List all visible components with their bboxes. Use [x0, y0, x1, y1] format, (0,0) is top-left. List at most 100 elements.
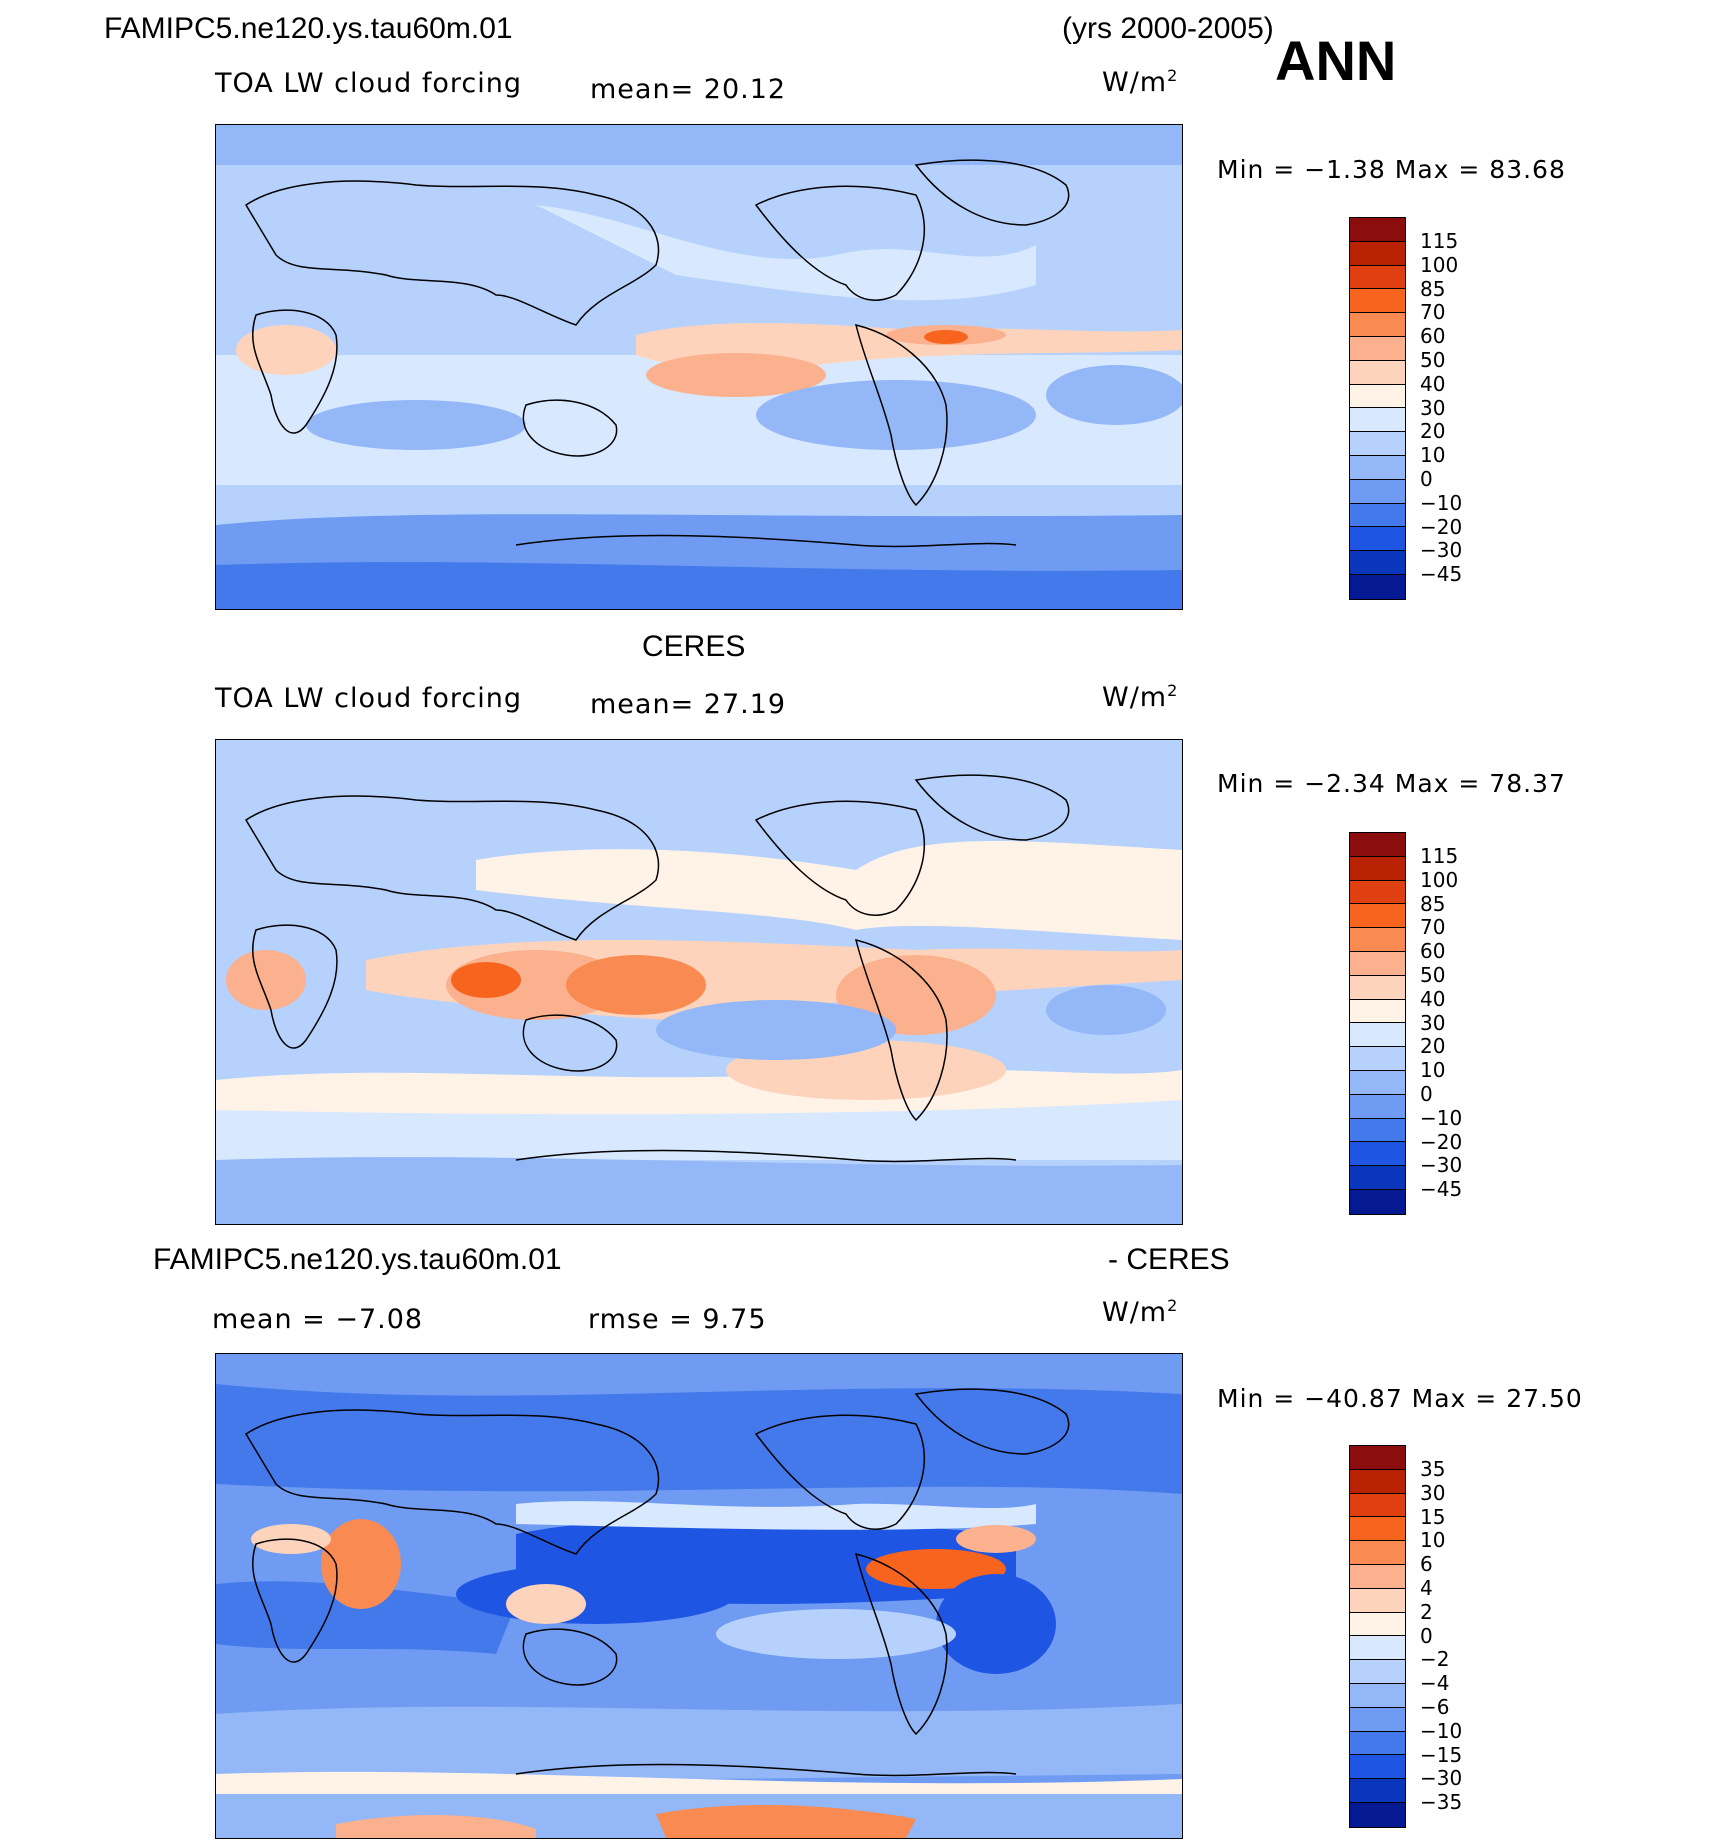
colorbar-segment — [1350, 1166, 1405, 1190]
colorbar-segment — [1350, 951, 1405, 976]
panel3-colorbar — [1349, 1445, 1406, 1828]
colorbar-tick-label: −45 — [1420, 562, 1463, 587]
season-label: ANN — [1275, 29, 1397, 92]
panel2-max-region — [451, 962, 521, 998]
panel3-title-left: FAMIPC5.ne120.ys.tau60m.01 — [153, 1243, 562, 1276]
colorbar-segment — [1350, 432, 1405, 456]
colorbar-segment — [1350, 975, 1405, 1000]
colorbar-tick-label: −10 — [1420, 490, 1463, 515]
colorbar-segment — [1350, 360, 1405, 385]
colorbar-tick-label: 35 — [1420, 1457, 1446, 1481]
colorbar-segment — [1350, 880, 1405, 905]
colorbar-segment — [1350, 904, 1405, 929]
panel2-colorbar — [1349, 832, 1406, 1215]
panel3-minmax: Min = −40.87 Max = 27.50 — [1217, 1384, 1583, 1413]
colorbar-tick-label: 60 — [1420, 939, 1446, 964]
colorbar-tick-label: 6 — [1420, 1552, 1433, 1577]
colorbar-tick-label: −30 — [1420, 538, 1463, 563]
colorbar-segment — [1350, 1588, 1405, 1613]
colorbar-segment — [1350, 408, 1405, 433]
colorbar-tick-label: 30 — [1420, 1010, 1446, 1035]
colorbar-segment — [1350, 1446, 1405, 1470]
colorbar-segment — [1350, 479, 1405, 504]
colorbar-segment — [1350, 1189, 1405, 1214]
colorbar-tick-label: 85 — [1420, 276, 1446, 301]
colorbar-segment — [1350, 1070, 1405, 1095]
colorbar-tick-label: 115 — [1420, 229, 1459, 253]
colorbar-tick-label: 0 — [1420, 467, 1433, 491]
panel3-title-right: - CERES — [1108, 1243, 1230, 1276]
years-label: (yrs 2000-2005) — [1062, 12, 1274, 45]
colorbar-tick-label: −15 — [1420, 1742, 1463, 1767]
colorbar-segment — [1350, 384, 1405, 409]
panel2-antarctic-band — [216, 1157, 1182, 1224]
colorbar-segment — [1350, 1564, 1405, 1589]
colorbar-tick-label: −6 — [1420, 1695, 1450, 1719]
colorbar-segment — [1350, 551, 1405, 575]
colorbar-segment — [1350, 574, 1405, 599]
panel3-rmse: rmse = 9.75 — [588, 1304, 767, 1335]
colorbar-segment — [1350, 313, 1405, 337]
colorbar-segment — [1350, 1094, 1405, 1119]
colorbar-segment — [1350, 289, 1405, 314]
colorbar-segment — [1350, 527, 1405, 552]
colorbar-tick-label: 40 — [1420, 371, 1446, 396]
colorbar-tick-label: 50 — [1420, 348, 1446, 372]
panel1-units: W/m2 — [1102, 66, 1179, 98]
colorbar-tick-label: −2 — [1420, 1647, 1450, 1672]
colorbar-tick-label: 100 — [1420, 867, 1459, 892]
colorbar-tick-label: −10 — [1420, 1105, 1463, 1130]
colorbar-tick-label: 0 — [1420, 1082, 1433, 1106]
colorbar-segment — [1350, 503, 1405, 528]
colorbar-tick-label: 4 — [1420, 1576, 1433, 1600]
colorbar-tick-label: −4 — [1420, 1671, 1450, 1696]
colorbar-tick-label: −30 — [1420, 1153, 1463, 1178]
colorbar-segment — [1350, 1517, 1405, 1542]
panel2-coastlines — [244, 774, 1070, 1163]
panel1-mean: mean= 20.12 — [590, 74, 787, 105]
colorbar-segment — [1350, 1118, 1405, 1143]
colorbar-segment — [1350, 1707, 1405, 1732]
panel3-coastlines — [244, 1388, 1070, 1777]
colorbar-tick-label: 50 — [1420, 963, 1446, 987]
panel3-map — [215, 1353, 1183, 1839]
colorbar-segment — [1350, 455, 1405, 480]
colorbar-tick-label: −20 — [1420, 1129, 1463, 1154]
colorbar-tick-label: 115 — [1420, 844, 1459, 868]
colorbar-segment — [1350, 833, 1405, 857]
panel1-map — [215, 124, 1183, 610]
panel1-colorbar — [1349, 217, 1406, 600]
colorbar-tick-label: 60 — [1420, 324, 1446, 349]
case-name: FAMIPC5.ne120.ys.tau60m.01 — [104, 12, 513, 45]
colorbar-tick-label: 10 — [1420, 1058, 1446, 1083]
colorbar-segment — [1350, 1683, 1405, 1708]
colorbar-segment — [1350, 1541, 1405, 1565]
colorbar-tick-label: 20 — [1420, 1034, 1446, 1059]
colorbar-tick-label: 30 — [1420, 395, 1446, 420]
colorbar-tick-label: −35 — [1420, 1790, 1463, 1815]
colorbar-segment — [1350, 928, 1405, 952]
panel3-mean: mean = −7.08 — [212, 1304, 424, 1335]
colorbar-segment — [1350, 1493, 1405, 1518]
colorbar-tick-label: 20 — [1420, 419, 1446, 444]
colorbar-segment — [1350, 1802, 1405, 1827]
panel1-minmax: Min = −1.38 Max = 83.68 — [1217, 155, 1566, 184]
colorbar-segment — [1350, 1469, 1405, 1494]
colorbar-segment — [1350, 1047, 1405, 1071]
panel2-units: W/m2 — [1102, 681, 1179, 713]
colorbar-segment — [1350, 336, 1405, 361]
colorbar-segment — [1350, 856, 1405, 881]
colorbar-tick-label: 70 — [1420, 300, 1446, 325]
colorbar-tick-label: 15 — [1420, 1504, 1446, 1529]
colorbar-tick-label: 2 — [1420, 1599, 1433, 1624]
panel2-map — [215, 739, 1183, 1225]
colorbar-segment — [1350, 1779, 1405, 1803]
colorbar-segment — [1350, 265, 1405, 290]
colorbar-segment — [1350, 999, 1405, 1024]
colorbar-tick-label: 100 — [1420, 252, 1459, 277]
panel2-variable: TOA LW cloud forcing — [215, 683, 522, 714]
colorbar-segment — [1350, 1755, 1405, 1780]
panel2-title: CERES — [642, 630, 746, 663]
colorbar-segment — [1350, 1023, 1405, 1048]
colorbar-tick-label: −30 — [1420, 1766, 1463, 1791]
